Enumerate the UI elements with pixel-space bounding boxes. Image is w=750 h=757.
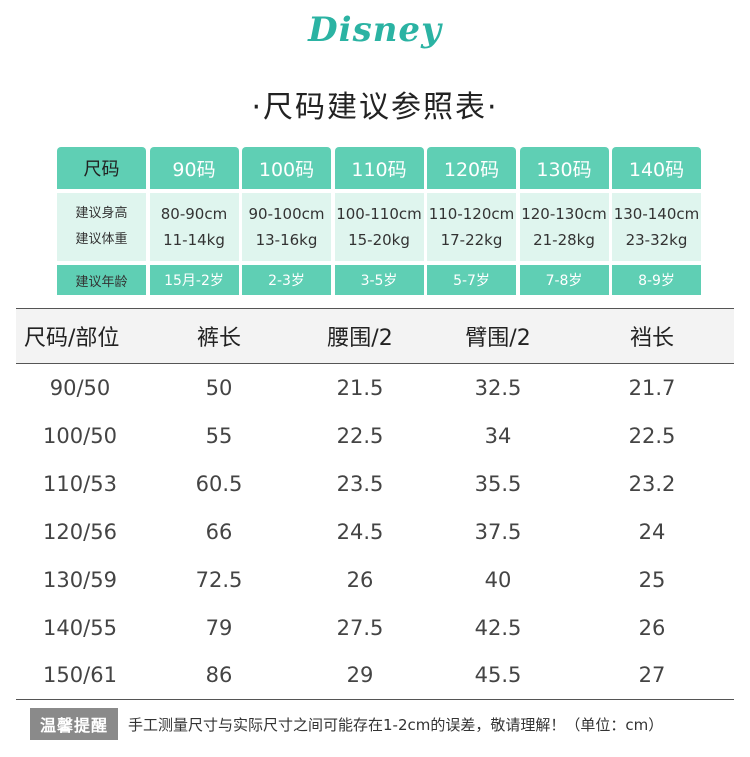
notice-bar: 温馨提醒 手工测量尺寸与实际尺寸之间可能存在1-2cm的误差，敬请理解！（单位：… bbox=[30, 708, 663, 740]
weight-value: 11-14kg bbox=[163, 231, 225, 249]
height-weight-label: 建议身高 建议体重 bbox=[57, 193, 146, 261]
disney-logo: Disney bbox=[308, 10, 442, 50]
table-cell: 22.5 bbox=[336, 423, 384, 448]
table-cell: 90/50 bbox=[49, 375, 111, 400]
height-value: 90-100cm bbox=[248, 205, 325, 223]
table-cell: 66 bbox=[205, 519, 233, 544]
table-header-row: 尺码/部位 裤长 腰围/2 臂围/2 裆长 bbox=[16, 308, 734, 364]
table-cell: 110/53 bbox=[43, 471, 117, 496]
size-header: 110码 bbox=[334, 147, 424, 189]
table-cell: 21.5 bbox=[336, 375, 384, 400]
weight-value: 15-20kg bbox=[348, 231, 410, 249]
table-row: 120/56 66 24.5 37.5 24 bbox=[16, 508, 734, 556]
table-cell: 130/59 bbox=[43, 567, 117, 592]
table-cell: 24.5 bbox=[336, 519, 384, 544]
table-cell: 26 bbox=[346, 567, 374, 592]
height-value: 80-90cm bbox=[160, 205, 228, 223]
table-cell: 27.5 bbox=[336, 615, 384, 640]
notice-text: 手工测量尺寸与实际尺寸之间可能存在1-2cm的误差，敬请理解！（单位：cm） bbox=[128, 715, 664, 734]
table-cell: 37.5 bbox=[474, 519, 522, 544]
table-row: 130/59 72.5 26 40 25 bbox=[16, 556, 734, 604]
table-cell: 45.5 bbox=[426, 651, 570, 700]
table-cell: 25 bbox=[638, 567, 666, 592]
table-cell: 40 bbox=[484, 567, 512, 592]
table-cell: 79 bbox=[205, 615, 233, 640]
measurement-table: 尺码/部位 裤长 腰围/2 臂围/2 裆长 90/50 50 21.5 32.5… bbox=[16, 308, 734, 700]
weight-label: 建议体重 bbox=[75, 232, 128, 247]
table-cell: 35.5 bbox=[474, 471, 522, 496]
size-header: 140码 bbox=[612, 147, 701, 189]
table-cell: 72.5 bbox=[195, 567, 243, 592]
table-cell: 24 bbox=[638, 519, 666, 544]
age-value: 7-8岁 bbox=[519, 265, 609, 295]
table-cell: 150/61 bbox=[16, 651, 144, 700]
size-header: 90码 bbox=[149, 147, 239, 189]
table-row: 110/53 60.5 23.5 35.5 23.2 bbox=[16, 460, 734, 508]
size-header: 100码 bbox=[242, 147, 331, 189]
table-cell: 86 bbox=[144, 651, 294, 700]
column-header: 尺码/部位 bbox=[16, 308, 144, 364]
table-cell: 26 bbox=[638, 615, 666, 640]
table-cell: 23.5 bbox=[336, 471, 384, 496]
table-cell: 27 bbox=[570, 651, 734, 700]
table-cell: 60.5 bbox=[195, 471, 243, 496]
table-cell: 29 bbox=[294, 651, 426, 700]
age-value: 2-3岁 bbox=[242, 265, 331, 295]
table-cell: 42.5 bbox=[474, 615, 522, 640]
weight-value: 23-32kg bbox=[625, 231, 688, 249]
table-row: 140/55 79 27.5 42.5 26 bbox=[16, 604, 734, 652]
table-row: 150/61 86 29 45.5 27 bbox=[16, 651, 734, 700]
height-weight-cell: 90-100cm 13-16kg bbox=[242, 193, 331, 261]
notice-tag: 温馨提醒 bbox=[30, 708, 119, 740]
age-value: 3-5岁 bbox=[334, 265, 424, 295]
height-label: 建议身高 bbox=[75, 206, 128, 221]
age-value: 5-7岁 bbox=[427, 265, 516, 295]
table-cell: 23.2 bbox=[628, 471, 676, 496]
weight-value: 13-16kg bbox=[255, 231, 318, 249]
age-label: 建议年龄 bbox=[57, 265, 146, 295]
age-value: 15月-2岁 bbox=[149, 265, 239, 295]
table-cell: 32.5 bbox=[474, 375, 522, 400]
size-header: 120码 bbox=[427, 147, 516, 189]
table-row: 90/50 50 21.5 32.5 21.7 bbox=[16, 364, 734, 412]
height-value: 110-120cm bbox=[428, 205, 515, 223]
page-title: ·尺码建议参照表· bbox=[251, 90, 499, 125]
table-cell: 55 bbox=[205, 423, 233, 448]
column-header: 裤长 bbox=[144, 308, 294, 364]
weight-value: 21-28kg bbox=[533, 231, 595, 249]
height-value: 130-140cm bbox=[613, 205, 700, 223]
height-weight-cell: 80-90cm 11-14kg bbox=[149, 193, 239, 261]
column-header: 腰围/2 bbox=[294, 308, 426, 364]
size-recommendation-grid: 尺码 90码 100码 110码 120码 130码 140码 建议身高 建议体… bbox=[57, 147, 701, 295]
age-value: 8-9岁 bbox=[612, 265, 701, 295]
column-header: 臂围/2 bbox=[426, 308, 570, 364]
column-header: 裆长 bbox=[570, 308, 734, 364]
table-row: 100/50 55 22.5 34 22.5 bbox=[16, 412, 734, 460]
table-cell: 50 bbox=[205, 375, 233, 400]
weight-value: 17-22kg bbox=[440, 231, 503, 249]
table-cell: 34 bbox=[484, 423, 512, 448]
height-value: 120-130cm bbox=[521, 205, 607, 223]
table-cell: 100/50 bbox=[43, 423, 117, 448]
size-header: 130码 bbox=[519, 147, 609, 189]
table-cell: 21.7 bbox=[628, 375, 676, 400]
height-weight-cell: 100-110cm 15-20kg bbox=[334, 193, 424, 261]
size-header-label: 尺码 bbox=[57, 147, 146, 189]
table-cell: 140/55 bbox=[43, 615, 117, 640]
height-weight-cell: 120-130cm 21-28kg bbox=[519, 193, 609, 261]
table-cell: 120/56 bbox=[43, 519, 117, 544]
height-weight-cell: 110-120cm 17-22kg bbox=[427, 193, 516, 261]
height-weight-cell: 130-140cm 23-32kg bbox=[612, 193, 701, 261]
height-value: 100-110cm bbox=[336, 205, 422, 223]
table-cell: 22.5 bbox=[628, 423, 676, 448]
